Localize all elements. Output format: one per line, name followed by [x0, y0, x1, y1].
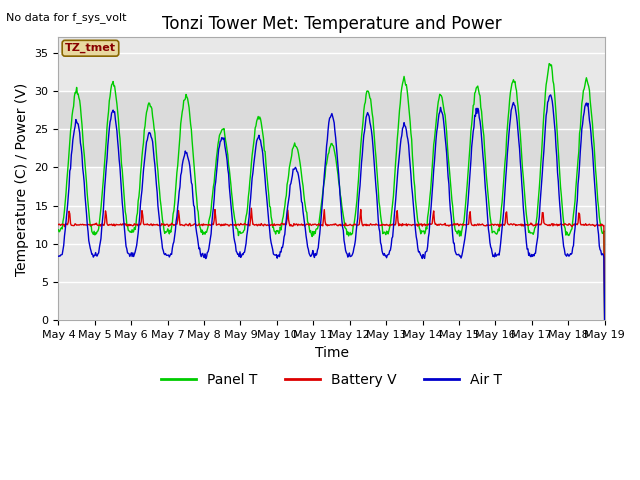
Bar — [58, 91, 605, 168]
X-axis label: Time: Time — [314, 346, 349, 360]
Y-axis label: Temperature (C) / Power (V): Temperature (C) / Power (V) — [15, 82, 29, 276]
Legend: Panel T, Battery V, Air T: Panel T, Battery V, Air T — [156, 368, 508, 393]
Title: Tonzi Tower Met: Temperature and Power: Tonzi Tower Met: Temperature and Power — [162, 15, 501, 33]
Text: No data for f_sys_volt: No data for f_sys_volt — [6, 12, 127, 23]
Text: TZ_tmet: TZ_tmet — [65, 43, 116, 53]
